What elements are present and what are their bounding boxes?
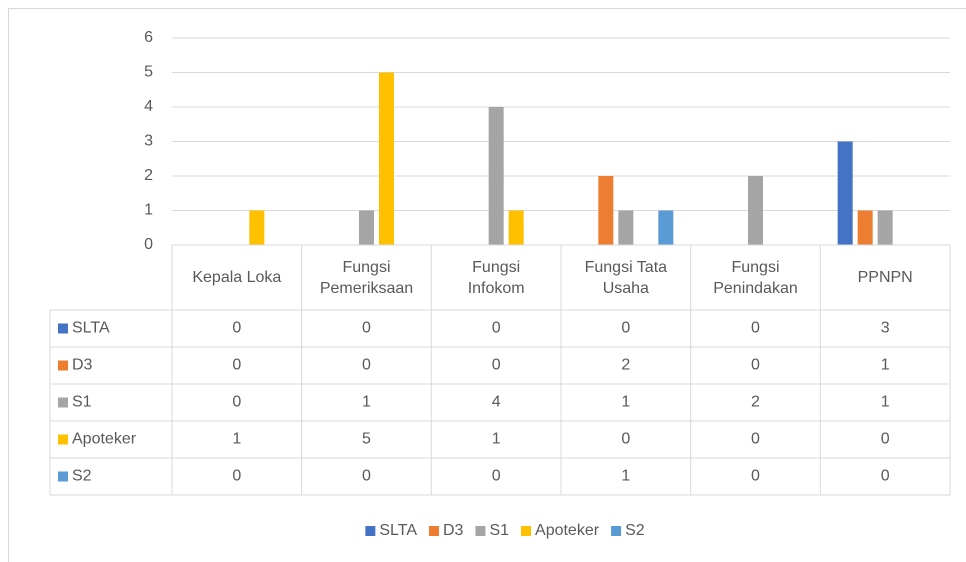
table-value: 0 <box>232 394 241 411</box>
table-value: 0 <box>751 320 760 337</box>
legend-key <box>428 526 439 536</box>
table-value: 0 <box>492 468 501 485</box>
bar <box>857 210 873 245</box>
table-value: 0 <box>362 357 371 374</box>
table-value: 0 <box>362 320 371 337</box>
category-label: Fungsi Infokom <box>467 258 525 297</box>
table-value: 1 <box>621 468 630 485</box>
table-value: 0 <box>751 431 760 448</box>
bar <box>249 210 265 245</box>
table-value: 0 <box>881 468 890 485</box>
bar <box>618 210 634 245</box>
table-value: 0 <box>492 357 501 374</box>
bar <box>359 210 374 245</box>
bar <box>877 210 893 245</box>
category-label: Fungsi Tata Usaha <box>584 258 668 297</box>
legend-label: SLTA <box>379 522 417 539</box>
table-value: 0 <box>492 320 501 337</box>
category-label: Fungsi Pemeriksaan <box>319 258 414 297</box>
y-tick-label: 0 <box>144 236 153 253</box>
table-value: 1 <box>881 394 890 411</box>
bar <box>488 107 504 245</box>
y-tick-label: 6 <box>144 29 153 46</box>
legend-label: D3 <box>443 522 464 539</box>
table-value: 0 <box>751 357 760 374</box>
legend-key <box>58 360 68 371</box>
table-value: 0 <box>232 320 241 337</box>
y-tick-label: 5 <box>144 64 153 81</box>
table-value: 0 <box>621 431 630 448</box>
legend-key <box>58 471 68 482</box>
category-label: PPNPN <box>857 269 913 286</box>
legend-key <box>521 526 532 536</box>
table-value: 0 <box>621 320 630 337</box>
y-tick-label: 3 <box>144 133 153 150</box>
table-value: 1 <box>881 357 890 374</box>
table-value: 4 <box>492 394 501 411</box>
table-value: 5 <box>362 431 371 448</box>
table-value: 1 <box>232 431 241 448</box>
table-value: 0 <box>232 357 241 374</box>
legend-key <box>58 434 68 445</box>
bar <box>379 72 394 245</box>
table-value: 0 <box>751 468 760 485</box>
table-value: 0 <box>881 431 890 448</box>
legend-key <box>611 526 622 536</box>
bar <box>658 210 674 245</box>
table-value: 1 <box>621 394 630 411</box>
bar <box>508 210 524 245</box>
y-tick-label: 4 <box>144 98 153 115</box>
row-label: S1 <box>72 394 92 411</box>
row-label: SLTA <box>72 320 110 337</box>
legend-key <box>58 323 68 334</box>
table-value: 2 <box>751 394 760 411</box>
legend-key <box>475 526 486 536</box>
table-value: 3 <box>881 320 890 337</box>
table-value: 2 <box>621 357 630 374</box>
bar <box>837 141 853 245</box>
legend-label: S2 <box>625 522 645 539</box>
category-label: Kepala Loka <box>192 269 282 286</box>
category-label: Fungsi Penindakan <box>713 258 798 297</box>
table-value: 0 <box>362 468 371 485</box>
y-tick-label: 1 <box>144 202 153 219</box>
legend-label: Apoteker <box>535 522 600 539</box>
table-value: 1 <box>362 394 371 411</box>
table-value: 0 <box>232 468 241 485</box>
legend-key <box>365 526 376 536</box>
row-label: D3 <box>72 357 93 374</box>
row-label: Apoteker <box>72 431 137 448</box>
bar <box>748 176 763 245</box>
legend-key <box>58 397 68 408</box>
table-value: 1 <box>492 431 501 448</box>
row-label: S2 <box>72 468 92 485</box>
y-tick-label: 2 <box>144 167 153 184</box>
bar <box>598 176 614 245</box>
legend-label: S1 <box>489 522 509 539</box>
chart-border <box>8 8 966 562</box>
